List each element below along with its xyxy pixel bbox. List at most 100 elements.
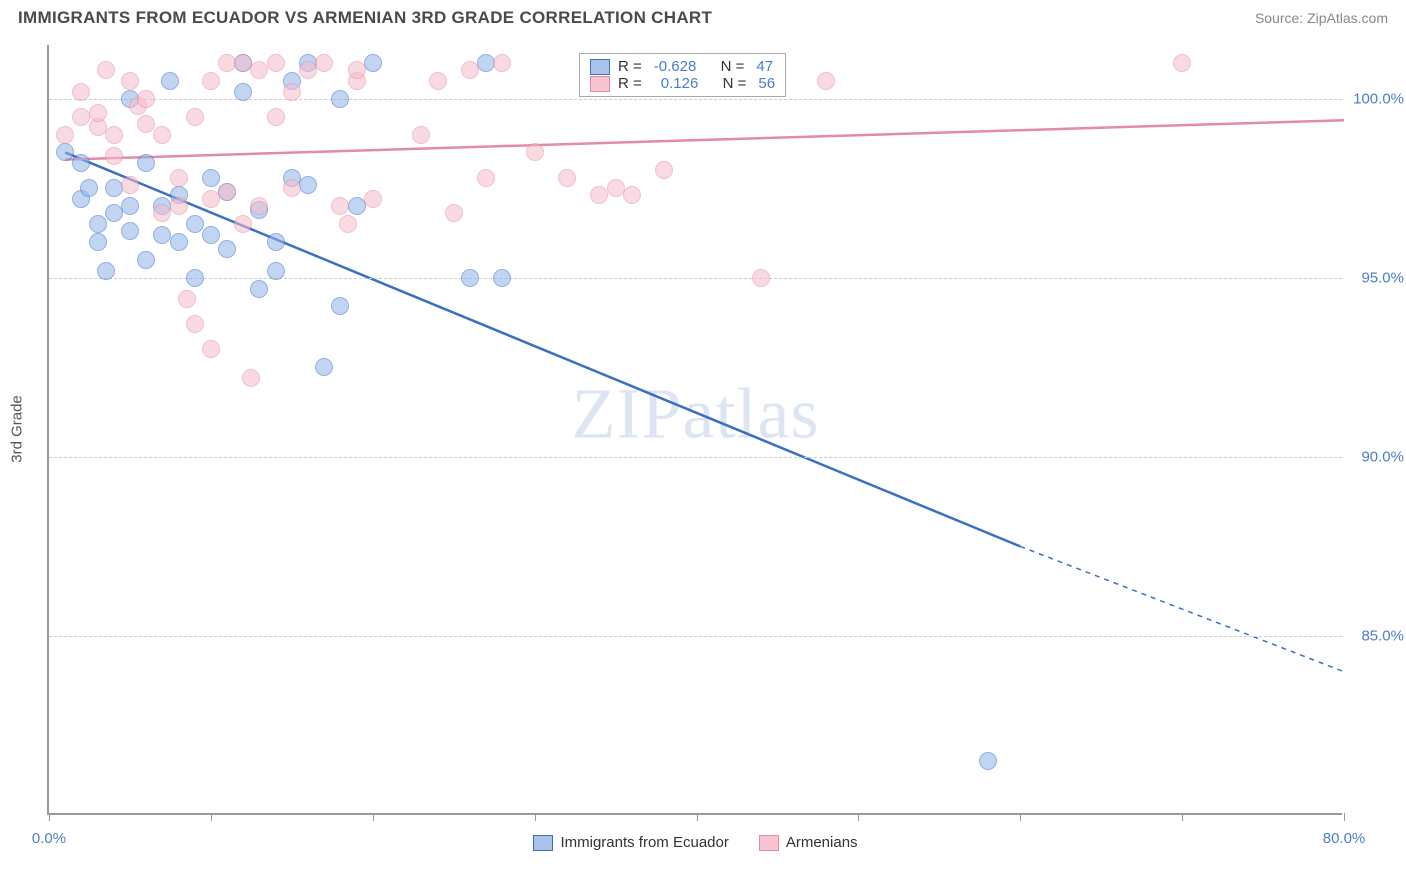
data-point (429, 72, 447, 90)
plot-area: 3rd Grade ZIPatlas R = -0.628 N = 47 R =… (47, 45, 1342, 815)
data-point (97, 262, 115, 280)
data-point (364, 54, 382, 72)
data-point (283, 179, 301, 197)
data-point (267, 233, 285, 251)
data-point (170, 197, 188, 215)
data-point (121, 176, 139, 194)
data-point (121, 72, 139, 90)
data-point (186, 269, 204, 287)
data-point (170, 233, 188, 251)
correlation-chart: 3rd Grade ZIPatlas R = -0.628 N = 47 R =… (47, 45, 1342, 815)
data-point (121, 222, 139, 240)
data-point (105, 147, 123, 165)
data-point (242, 369, 260, 387)
data-point (267, 262, 285, 280)
series-legend: Immigrants from Ecuador Armenians (49, 834, 1342, 851)
data-point (105, 126, 123, 144)
data-point (72, 154, 90, 172)
data-point (137, 251, 155, 269)
data-point (105, 179, 123, 197)
data-point (655, 161, 673, 179)
data-point (526, 143, 544, 161)
data-point (331, 197, 349, 215)
data-point (89, 215, 107, 233)
data-point (202, 72, 220, 90)
x-tick (1344, 813, 1345, 821)
chart-title: IMMIGRANTS FROM ECUADOR VS ARMENIAN 3RD … (18, 8, 712, 28)
data-point (89, 104, 107, 122)
data-point (250, 280, 268, 298)
data-point (348, 61, 366, 79)
data-point (1173, 54, 1191, 72)
x-tick-label: 0.0% (32, 830, 66, 847)
y-tick-label: 100.0% (1348, 90, 1404, 107)
swatch-armenian-icon (759, 835, 779, 851)
x-tick-label: 80.0% (1323, 830, 1366, 847)
data-point (315, 358, 333, 376)
data-point (623, 186, 641, 204)
y-axis-title: 3rd Grade (9, 395, 26, 463)
source-attribution: Source: ZipAtlas.com (1255, 10, 1388, 26)
x-tick (1020, 813, 1021, 821)
data-point (202, 226, 220, 244)
data-point (234, 215, 252, 233)
data-point (97, 61, 115, 79)
data-point (283, 83, 301, 101)
data-point (412, 126, 430, 144)
data-point (331, 90, 349, 108)
x-tick (211, 813, 212, 821)
x-tick (858, 813, 859, 821)
swatch-ecuador-icon (533, 835, 553, 851)
data-point (493, 54, 511, 72)
gridline (49, 457, 1342, 458)
legend-item-armenian: Armenians (759, 834, 858, 851)
data-point (461, 61, 479, 79)
data-point (202, 340, 220, 358)
x-tick (535, 813, 536, 821)
data-point (170, 169, 188, 187)
data-point (364, 190, 382, 208)
data-point (558, 169, 576, 187)
data-point (186, 215, 204, 233)
trend-lines (49, 45, 1344, 815)
data-point (137, 90, 155, 108)
data-point (72, 83, 90, 101)
data-point (202, 169, 220, 187)
data-point (477, 169, 495, 187)
data-point (752, 269, 770, 287)
y-tick-label: 90.0% (1348, 448, 1404, 465)
data-point (339, 215, 357, 233)
data-point (250, 197, 268, 215)
data-point (56, 143, 74, 161)
y-tick-label: 95.0% (1348, 269, 1404, 286)
x-tick (49, 813, 50, 821)
data-point (817, 72, 835, 90)
data-point (72, 108, 90, 126)
data-point (445, 204, 463, 222)
data-point (161, 72, 179, 90)
legend-item-ecuador: Immigrants from Ecuador (533, 834, 728, 851)
data-point (178, 290, 196, 308)
data-point (331, 297, 349, 315)
data-point (218, 183, 236, 201)
data-point (267, 54, 285, 72)
gridline (49, 636, 1342, 637)
data-point (299, 176, 317, 194)
data-point (267, 108, 285, 126)
x-tick (697, 813, 698, 821)
data-point (493, 269, 511, 287)
x-tick (373, 813, 374, 821)
y-tick-label: 85.0% (1348, 627, 1404, 644)
x-tick (1182, 813, 1183, 821)
data-point (137, 154, 155, 172)
data-point (89, 233, 107, 251)
gridline (49, 278, 1342, 279)
data-point (186, 108, 204, 126)
data-point (315, 54, 333, 72)
data-point (153, 126, 171, 144)
data-point (137, 115, 155, 133)
data-point (979, 752, 997, 770)
data-point (186, 315, 204, 333)
data-point (121, 197, 139, 215)
data-point (234, 83, 252, 101)
